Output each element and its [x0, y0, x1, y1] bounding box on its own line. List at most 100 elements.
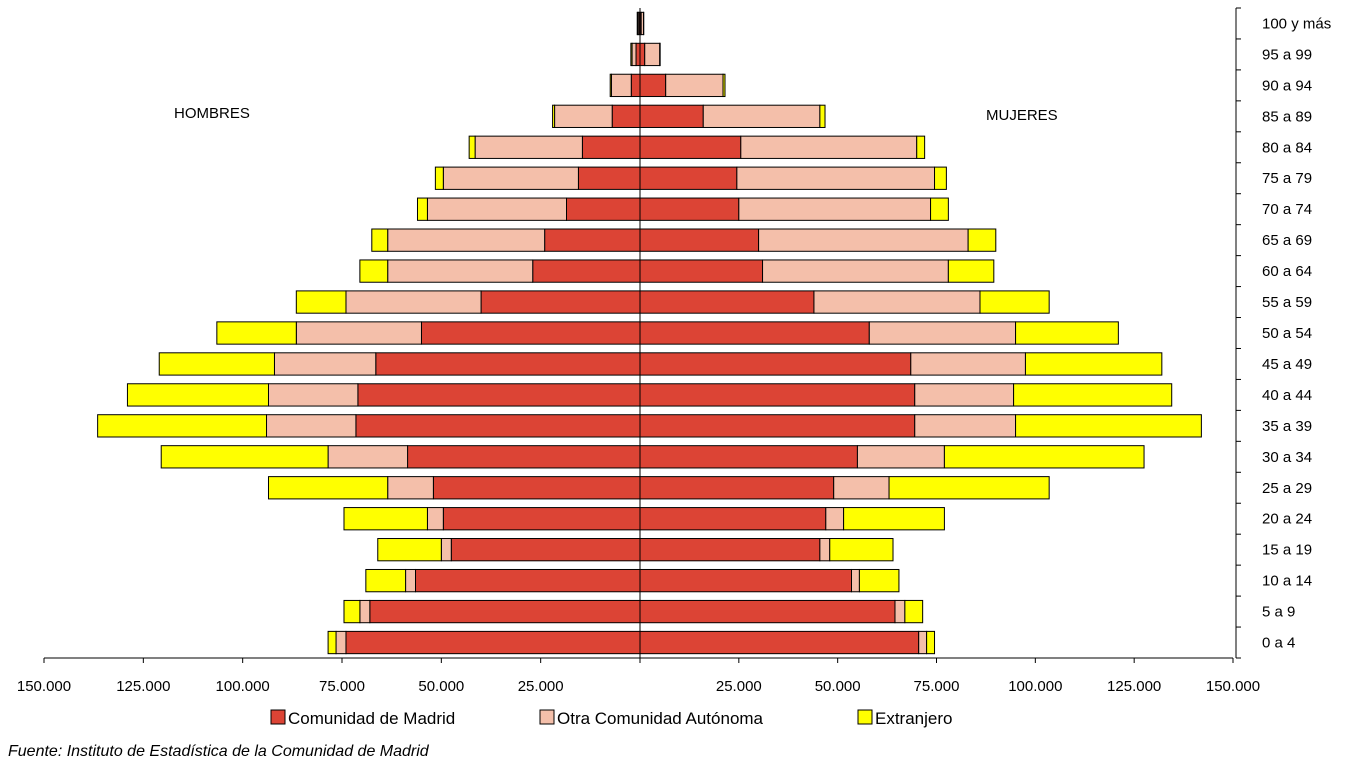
- x-tick-label: 150.000: [1206, 678, 1260, 695]
- bar-men-otra-comunidad-autonoma-25-a-29: [387, 476, 434, 500]
- bar-men-extranjero-95-a-99: [630, 42, 633, 67]
- age-group-label: 10 a 14: [1262, 573, 1312, 590]
- bar-men-extranjero-20-a-24: [343, 507, 428, 531]
- bar-men-otra-comunidad-autonoma-80-a-84: [474, 135, 583, 159]
- bar-women-comunidad-de-madrid-70-a-74: [639, 197, 740, 221]
- age-group-label: 100 y más: [1262, 15, 1331, 32]
- bar-men-extranjero-5-a-9: [343, 599, 361, 624]
- age-group-label: 0 a 4: [1262, 635, 1295, 652]
- bar-men-comunidad-de-madrid-60-a-64: [532, 259, 641, 283]
- bar-men-comunidad-de-madrid-25-a-29: [432, 476, 641, 500]
- right-side-label: MUJERES: [986, 107, 1058, 124]
- bar-men-comunidad-de-madrid-10-a-14: [415, 568, 641, 593]
- bar-men-otra-comunidad-autonoma-40-a-44: [267, 383, 359, 407]
- x-tick-label: 125.000: [116, 678, 170, 695]
- bar-women-comunidad-de-madrid-80-a-84: [639, 135, 742, 159]
- bar-women-extranjero-40-a-44: [1013, 383, 1173, 407]
- x-tick-label: 125.000: [1107, 678, 1161, 695]
- bar-women-comunidad-de-madrid-85-a-89: [639, 104, 704, 128]
- axes-layer: [43, 7, 1241, 663]
- age-group-label: 15 a 19: [1262, 542, 1312, 559]
- bar-women-comunidad-de-madrid-35-a-39: [639, 414, 916, 438]
- bar-men-extranjero-25-a-29: [267, 476, 389, 500]
- bar-women-otra-comunidad-autonoma-50-a-54: [868, 321, 1017, 345]
- bar-women-otra-comunidad-autonoma-75-a-79: [736, 166, 936, 190]
- legend-label-extranjero: Extranjero: [875, 709, 952, 728]
- source-note: Fuente: Instituto de Estadística de la C…: [8, 743, 430, 760]
- bar-women-extranjero-90-a-94: [722, 73, 726, 98]
- bar-women-comunidad-de-madrid-25-a-29: [639, 476, 835, 500]
- bar-women-comunidad-de-madrid-20-a-24: [639, 507, 827, 531]
- bar-women-otra-comunidad-autonoma-30-a-34: [856, 445, 945, 469]
- bar-women-otra-comunidad-autonoma-25-a-29: [833, 476, 890, 500]
- bar-women-otra-comunidad-autonoma-0-a-4: [918, 630, 928, 655]
- age-group-label: 85 a 89: [1262, 108, 1312, 125]
- bar-women-otra-comunidad-autonoma-40-a-44: [914, 383, 1015, 407]
- bar-women-extranjero-60-a-64: [947, 259, 995, 283]
- bar-men-otra-comunidad-autonoma-85-a-89: [554, 104, 613, 128]
- age-group-label: 90 a 94: [1262, 77, 1312, 94]
- bar-men-comunidad-de-madrid-90-a-94: [630, 73, 641, 98]
- age-group-label: 20 a 24: [1262, 511, 1312, 528]
- bar-women-otra-comunidad-autonoma-10-a-14: [851, 568, 860, 593]
- bar-men-comunidad-de-madrid-15-a-19: [450, 538, 641, 562]
- age-group-label: 25 a 29: [1262, 480, 1312, 497]
- x-tick-label: 150.000: [17, 678, 71, 695]
- bar-women-extranjero-85-a-89: [819, 104, 826, 128]
- bar-men-extranjero-55-a-59: [295, 290, 347, 314]
- x-tick-label: 25.000: [716, 678, 762, 695]
- age-group-label: 45 a 49: [1262, 356, 1312, 373]
- bar-men-extranjero-10-a-14: [365, 568, 407, 593]
- bar-women-comunidad-de-madrid-45-a-49: [639, 352, 912, 376]
- bar-women-extranjero-35-a-39: [1015, 414, 1202, 438]
- age-group-label: 60 a 64: [1262, 263, 1312, 280]
- age-group-label: 65 a 69: [1262, 232, 1312, 249]
- legend-swatch-otra: [539, 709, 555, 725]
- bar-men-comunidad-de-madrid-40-a-44: [357, 383, 641, 407]
- bar-women-comunidad-de-madrid-55-a-59: [639, 290, 815, 314]
- bar-women-extranjero-55-a-59: [979, 290, 1050, 314]
- bar-men-comunidad-de-madrid-0-a-4: [345, 630, 641, 655]
- bar-men-extranjero-75-a-79: [434, 166, 444, 190]
- bar-women-otra-comunidad-autonoma-45-a-49: [910, 352, 1026, 376]
- age-group-label: 80 a 84: [1262, 139, 1312, 156]
- bar-men-comunidad-de-madrid-35-a-39: [355, 414, 641, 438]
- bar-women-comunidad-de-madrid-95-a-99: [639, 42, 646, 67]
- bar-men-comunidad-de-madrid-80-a-84: [581, 135, 641, 159]
- bar-women-extranjero-50-a-54: [1015, 321, 1119, 345]
- bar-men-comunidad-de-madrid-5-a-9: [369, 599, 641, 624]
- bar-men-otra-comunidad-autonoma-60-a-64: [387, 259, 534, 283]
- bar-men-extranjero-85-a-89: [552, 104, 556, 128]
- bar-men-otra-comunidad-autonoma-5-a-9: [359, 599, 371, 624]
- bar-men-comunidad-de-madrid-65-a-69: [544, 228, 641, 252]
- bar-men-comunidad-de-madrid-50-a-54: [420, 321, 641, 345]
- bar-women-comunidad-de-madrid-75-a-79: [639, 166, 738, 190]
- bar-men-extranjero-40-a-44: [126, 383, 269, 407]
- bar-men-comunidad-de-madrid-55-a-59: [480, 290, 641, 314]
- age-group-label: 70 a 74: [1262, 201, 1312, 218]
- x-tick-label: 75.000: [319, 678, 365, 695]
- bar-men-otra-comunidad-autonoma-15-a-19: [440, 538, 452, 562]
- bar-men-otra-comunidad-autonoma-0-a-4: [335, 630, 347, 655]
- bar-men-extranjero-70-a-74: [416, 197, 428, 221]
- bar-men-extranjero-0-a-4: [327, 630, 337, 655]
- age-group-label: 5 a 9: [1262, 604, 1295, 621]
- bar-women-comunidad-de-madrid-40-a-44: [639, 383, 916, 407]
- bar-men-comunidad-de-madrid-85-a-89: [611, 104, 641, 128]
- bar-women-otra-comunidad-autonoma-95-a-99: [644, 42, 661, 67]
- x-tick-label: 50.000: [418, 678, 464, 695]
- age-group-label: 40 a 44: [1262, 387, 1312, 404]
- bar-women-extranjero-25-a-29: [888, 476, 1050, 500]
- bar-men-extranjero-60-a-64: [359, 259, 389, 283]
- bar-men-otra-comunidad-autonoma-50-a-54: [295, 321, 422, 345]
- bar-women-comunidad-de-madrid-10-a-14: [639, 568, 852, 593]
- age-group-label: 30 a 34: [1262, 449, 1312, 466]
- bar-men-extranjero-80-a-84: [468, 135, 476, 159]
- bar-women-otra-comunidad-autonoma-65-a-69: [758, 228, 969, 252]
- bar-women-extranjero-70-a-74: [930, 197, 949, 221]
- bar-men-comunidad-de-madrid-45-a-49: [375, 352, 641, 376]
- age-group-label: 35 a 39: [1262, 418, 1312, 435]
- legend-label-madrid: Comunidad de Madrid: [288, 709, 455, 728]
- age-group-label: 75 a 79: [1262, 170, 1312, 187]
